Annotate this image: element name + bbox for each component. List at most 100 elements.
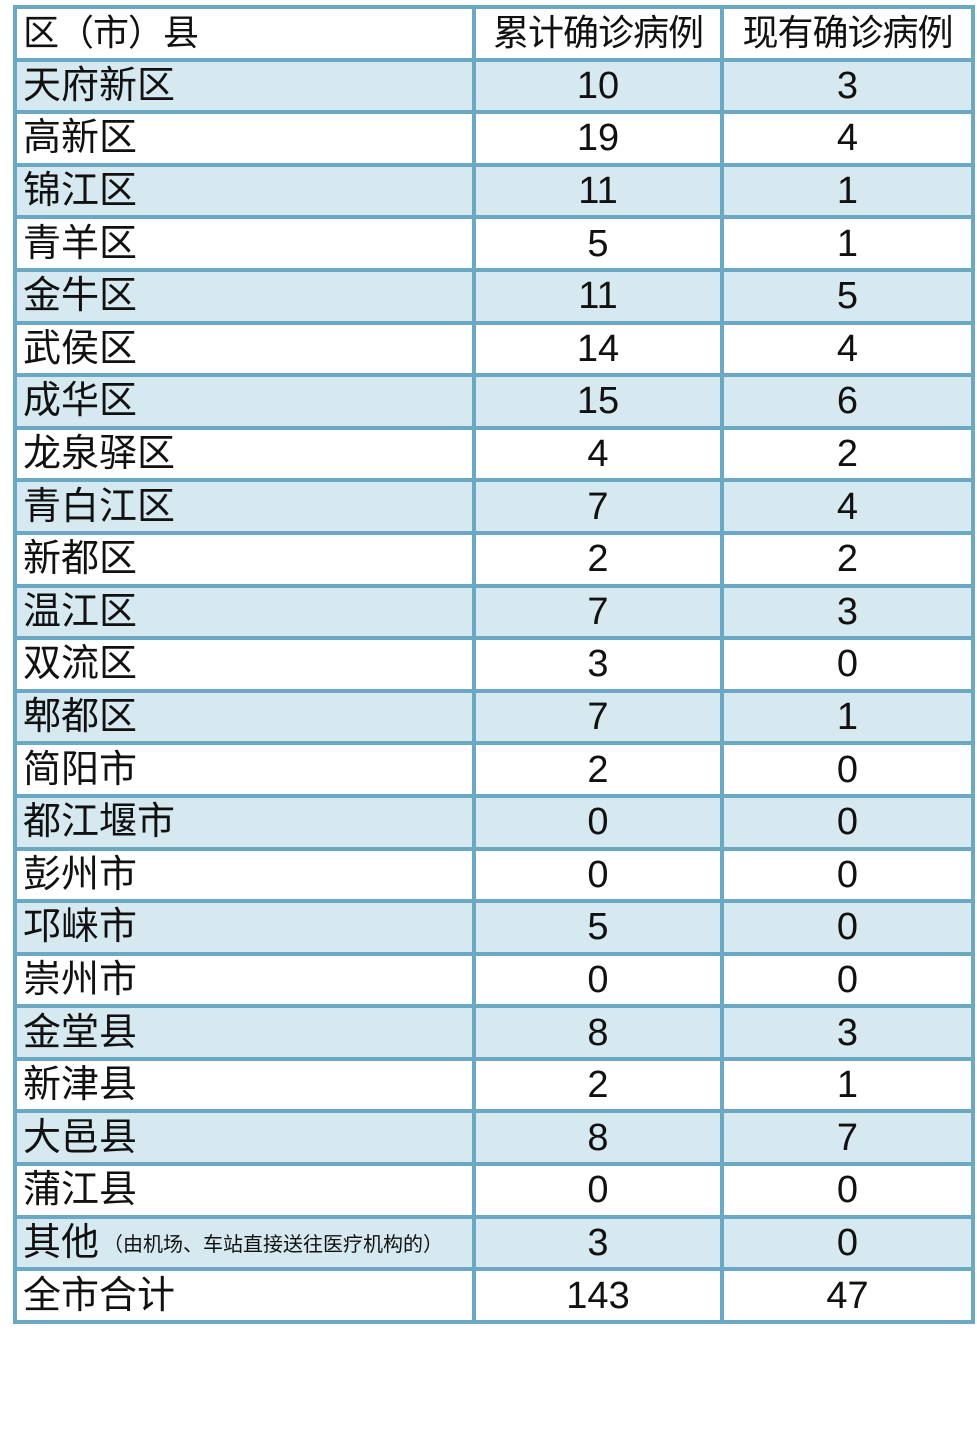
current-cases: 3: [720, 57, 975, 115]
district-name: 金牛区: [13, 267, 476, 325]
table-row: 崇州市 0 0: [13, 951, 975, 1009]
current-cases: 3: [720, 583, 975, 641]
header-cumulative: 累计确诊病例: [472, 5, 724, 62]
current-cases: 1: [720, 162, 975, 220]
table-row: 邛崃市 5 0: [13, 899, 975, 956]
current-cases: 0: [720, 1214, 975, 1272]
cumulative-cases: 2: [472, 741, 724, 798]
current-cases: 0: [720, 741, 975, 798]
current-cases: 2: [720, 425, 975, 483]
table-row: 成华区 15 6: [13, 373, 975, 430]
table-row: 郫都区 7 1: [13, 688, 975, 746]
current-cases: 1: [720, 215, 975, 272]
cumulative-cases: 10: [472, 57, 724, 115]
cumulative-cases: 2: [472, 530, 724, 588]
table-row: 温江区 7 3: [13, 583, 975, 641]
district-name: 其他 （由机场、车站直接送往医疗机构的）: [13, 1214, 476, 1272]
table-row: 简阳市 2 0: [13, 741, 975, 798]
current-cases: 0: [720, 899, 975, 956]
table-row: 武侯区 14 4: [13, 320, 975, 378]
table-row: 新都区 2 2: [13, 530, 975, 588]
table-row: 龙泉驿区 4 2: [13, 425, 975, 483]
current-cases: 0: [720, 846, 975, 904]
header-current: 现有确诊病例: [720, 5, 975, 62]
cumulative-cases: 3: [472, 636, 724, 693]
district-name: 大邑县: [13, 1109, 476, 1167]
district-name: 都江堰市: [13, 793, 476, 851]
cumulative-cases: 0: [472, 1162, 724, 1219]
district-name: 高新区: [13, 110, 476, 167]
cumulative-cases: 4: [472, 425, 724, 483]
cumulative-cases: 11: [472, 267, 724, 325]
cumulative-cases: 3: [472, 1214, 724, 1272]
cumulative-cases: 2: [472, 1056, 724, 1114]
current-cases: 2: [720, 530, 975, 588]
table-row: 大邑县 8 7: [13, 1109, 975, 1167]
district-name: 新都区: [13, 530, 476, 588]
table-row: 双流区 3 0: [13, 636, 975, 693]
district-name: 青羊区: [13, 215, 476, 272]
district-name: 彭州市: [13, 846, 476, 904]
table-row: 高新区 19 4: [13, 110, 975, 167]
current-cases: 1: [720, 688, 975, 746]
district-name: 金堂县: [13, 1004, 476, 1061]
current-cases: 0: [720, 636, 975, 693]
district-name: 成华区: [13, 373, 476, 430]
current-cases: 0: [720, 951, 975, 1009]
district-name: 郫都区: [13, 688, 476, 746]
cumulative-cases: 0: [472, 793, 724, 851]
total-cumulative: 143: [472, 1267, 724, 1324]
cumulative-cases: 0: [472, 951, 724, 1009]
current-cases: 1: [720, 1056, 975, 1114]
district-name: 龙泉驿区: [13, 425, 476, 483]
table-row: 金牛区 11 5: [13, 267, 975, 325]
cumulative-cases: 7: [472, 478, 724, 535]
header-row: 区（市）县 累计确诊病例 现有确诊病例: [13, 5, 975, 62]
district-name: 天府新区: [13, 57, 476, 115]
current-cases: 4: [720, 478, 975, 535]
table-row: 彭州市 0 0: [13, 846, 975, 904]
cumulative-cases: 19: [472, 110, 724, 167]
district-name: 青白江区: [13, 478, 476, 535]
cumulative-cases: 11: [472, 162, 724, 220]
district-name: 锦江区: [13, 162, 476, 220]
table-row: 其他 （由机场、车站直接送往医疗机构的） 3 0: [13, 1214, 975, 1272]
table-row: 天府新区 10 3: [13, 57, 975, 115]
district-name: 蒲江县: [13, 1162, 476, 1219]
total-label: 全市合计: [13, 1267, 476, 1324]
current-cases: 3: [720, 1004, 975, 1061]
district-name: 双流区: [13, 636, 476, 693]
current-cases: 0: [720, 1162, 975, 1219]
district-name: 武侯区: [13, 320, 476, 378]
cumulative-cases: 8: [472, 1004, 724, 1061]
cumulative-cases: 5: [472, 215, 724, 272]
total-row: 全市合计 143 47: [13, 1267, 975, 1324]
cumulative-cases: 5: [472, 899, 724, 956]
total-current: 47: [720, 1267, 975, 1324]
cumulative-cases: 7: [472, 583, 724, 641]
table-row: 青羊区 5 1: [13, 215, 975, 272]
district-note: （由机场、车站直接送往医疗机构的）: [103, 1233, 444, 1256]
table-row: 新津县 2 1: [13, 1056, 975, 1114]
current-cases: 5: [720, 267, 975, 325]
current-cases: 4: [720, 320, 975, 378]
district-name-text: 其他: [23, 1221, 100, 1264]
cumulative-cases: 14: [472, 320, 724, 378]
header-district: 区（市）县: [13, 5, 476, 62]
current-cases: 7: [720, 1109, 975, 1167]
cumulative-cases: 7: [472, 688, 724, 746]
table-row: 金堂县 8 3: [13, 1004, 975, 1061]
district-name: 温江区: [13, 583, 476, 641]
table-row: 蒲江县 0 0: [13, 1162, 975, 1219]
cumulative-cases: 15: [472, 373, 724, 430]
cumulative-cases: 8: [472, 1109, 724, 1167]
current-cases: 6: [720, 373, 975, 430]
district-name: 新津县: [13, 1056, 476, 1114]
current-cases: 4: [720, 110, 975, 167]
current-cases: 0: [720, 793, 975, 851]
district-cases-table: 区（市）县 累计确诊病例 现有确诊病例 天府新区 10 3 高新区 19 4 锦江区 11 1 青…: [13, 5, 975, 1324]
table-row: 锦江区 11 1: [13, 162, 975, 220]
table-row: 青白江区 7 4: [13, 478, 975, 535]
district-name: 崇州市: [13, 951, 476, 1009]
table-row: 都江堰市 0 0: [13, 793, 975, 851]
